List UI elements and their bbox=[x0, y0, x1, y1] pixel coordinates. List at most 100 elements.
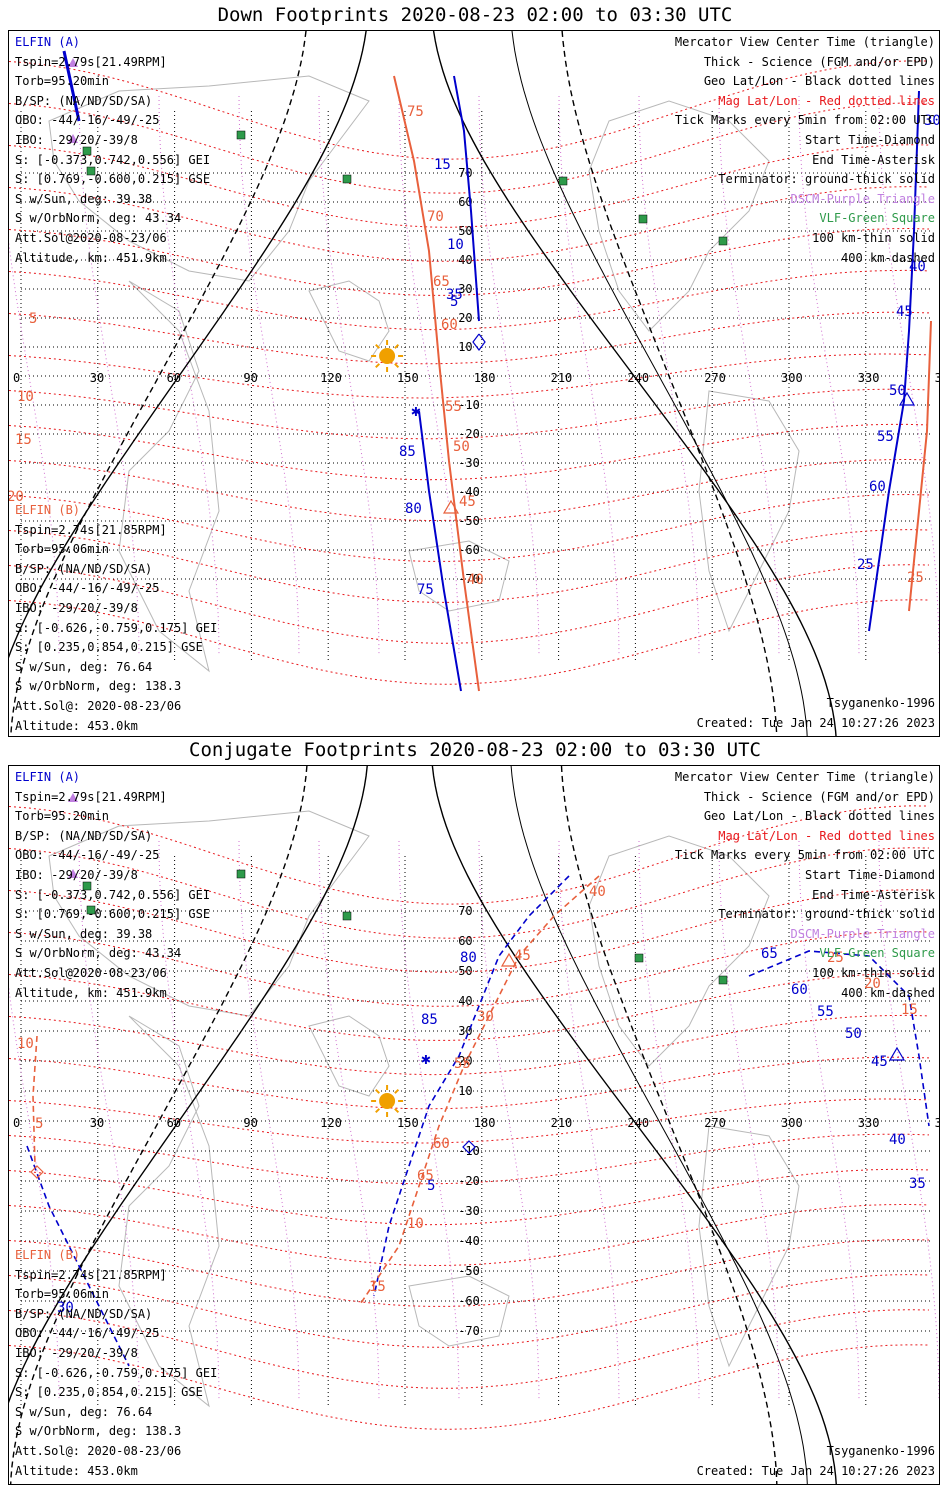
elfin-a-line: S: [-0.373,0.742,0.556] GEI bbox=[15, 887, 211, 902]
coastline bbox=[408, 540, 510, 612]
mag-parallel bbox=[9, 458, 930, 522]
footer-right: Tsyganenko-1996 Created: Tue Jan 24 10:2… bbox=[697, 1442, 935, 1481]
elfin-b-tick-label: 45 bbox=[459, 494, 476, 510]
lat-label: -30 bbox=[458, 456, 480, 470]
terminator-thin bbox=[511, 31, 808, 736]
legend-item: Thick - Science (FGM and/or EPD) bbox=[703, 789, 935, 804]
elfin-a-track bbox=[453, 75, 480, 322]
center-triangle bbox=[500, 952, 518, 967]
lat-label: -50 bbox=[458, 514, 480, 528]
elfin-a-tick-label: 15 bbox=[369, 1279, 386, 1295]
elfin-a-tick-label: 20 bbox=[864, 976, 881, 992]
vlf-square bbox=[342, 174, 352, 184]
legend-item: Terminator: ground-thick solid bbox=[718, 172, 935, 187]
lon-label: 360 bbox=[935, 371, 940, 385]
mag-parallel bbox=[9, 353, 930, 399]
coastline bbox=[118, 280, 220, 673]
dscm-triangle bbox=[68, 134, 78, 143]
elfin-a-tick-label: 55 bbox=[454, 1056, 471, 1072]
end-asterisk: ✱ bbox=[421, 1049, 431, 1068]
elfin-a-tick-label: 50 bbox=[889, 383, 906, 399]
lon-label: 60 bbox=[167, 1116, 181, 1130]
model-label: Tsyganenko-1996 bbox=[826, 1444, 935, 1458]
panel-title-down: Down Footprints 2020-08-23 02:00 to 03:3… bbox=[217, 4, 733, 26]
elfin-a-tick-label: 80 bbox=[460, 950, 477, 966]
elfin-b-line: S: [-0.626,-0.759,0.175] GEI bbox=[15, 1365, 218, 1380]
lat-label: -60 bbox=[458, 1294, 480, 1308]
mag-parallel bbox=[9, 1014, 930, 1076]
elfin-a-tick-label: 45 bbox=[896, 304, 913, 320]
map-canvas: 0 30 60 90 120 150 180 210 240 270 300 330 360 70 60 50… bbox=[9, 766, 939, 1484]
elfin-b-track bbox=[393, 75, 480, 692]
elfin-a-tick-label: 60 bbox=[433, 1136, 450, 1152]
elfin-a-tick-label: 35 bbox=[446, 287, 463, 303]
legend-item: Start Time-Diamond bbox=[804, 132, 935, 147]
legend-item: DSCM-Purple Triangle bbox=[790, 926, 936, 941]
coastline bbox=[118, 1015, 220, 1408]
elfin-a-line: Att.Sol@2020-08-23/06 bbox=[15, 965, 167, 980]
elfin-b-line: S w/Sun, deg: 76.64 bbox=[15, 659, 153, 674]
elfin-a-line: S: [0.769,-0.600,0.215] GSE bbox=[15, 907, 211, 922]
elfin-b-line: Tspin=2.74s[21.85RPM] bbox=[15, 1267, 167, 1282]
vlf-square bbox=[82, 146, 92, 156]
vlf-square bbox=[634, 953, 644, 963]
elfin-a-line: S w/Sun, deg: 39.38 bbox=[15, 926, 153, 941]
sun-ray bbox=[375, 1108, 381, 1114]
elfin-b-tick-label: 75 bbox=[417, 582, 434, 598]
vlf-square bbox=[86, 905, 96, 915]
elfin-a-line: Att.Sol@2020-08-23/06 bbox=[15, 230, 167, 245]
start-diamond bbox=[30, 1165, 44, 1179]
vlf-square bbox=[638, 214, 648, 224]
elfin-a-label: ELFIN (A) bbox=[15, 35, 81, 49]
elfin-a-tick-label: 45 bbox=[871, 1054, 888, 1070]
mag-parallel bbox=[9, 1309, 930, 1389]
elfin-b-line: B/SP: (NA/ND/SD/SA) bbox=[15, 561, 153, 576]
lat-label: 50 bbox=[458, 224, 472, 238]
map-canvas: 0 30 60 90 120 150 180 210 240 270 300 330 360 70 60 50… bbox=[9, 31, 940, 736]
elfin-b-line: S w/OrbNorm, deg: 138.3 bbox=[15, 679, 182, 694]
lon-label: 90 bbox=[243, 1116, 257, 1130]
elfin-b-tick-label: 85 bbox=[399, 444, 416, 460]
lat-label: 20 bbox=[458, 311, 472, 325]
legend-item: End Time-Asterisk bbox=[812, 152, 935, 167]
elfin-b-tick-label: 25 bbox=[907, 570, 924, 586]
elfin-b-info: ELFIN (B) Tspin=2.74s[21.85RPM] Torb=95.… bbox=[15, 501, 217, 736]
legend-item: 100 km-thin solid bbox=[812, 230, 935, 245]
lon-label: 30 bbox=[90, 1116, 104, 1130]
elfin-a-line: IBO: -29/20/-39/8 bbox=[15, 132, 138, 147]
created-label: Created: Tue Jan 24 10:27:26 2023 bbox=[696, 1463, 935, 1478]
legend-item: Tick Marks every 5min from 02:00 UTC bbox=[674, 113, 935, 128]
lat-label: -10 bbox=[458, 1144, 480, 1158]
end-asterisk: ✱ bbox=[411, 401, 421, 420]
lat-label: 40 bbox=[458, 994, 472, 1008]
legend-item: End Time-Asterisk bbox=[812, 887, 935, 902]
legend-item: DSCM-Purple Triangle bbox=[790, 191, 936, 206]
center-triangle bbox=[888, 1046, 906, 1061]
start-diamond bbox=[472, 333, 486, 351]
lat-label: -50 bbox=[458, 1264, 480, 1278]
elfin-b-track bbox=[32, 1035, 38, 1167]
dscm-triangle bbox=[68, 58, 78, 67]
elfin-a-track bbox=[26, 1145, 130, 1367]
model-label: Tsyganenko-1996 bbox=[826, 696, 935, 710]
terminator-dashed bbox=[10, 31, 307, 736]
vlf-square bbox=[82, 881, 92, 891]
elfin-a-line: B/SP: (NA/ND/SD/SA) bbox=[15, 828, 153, 843]
elfin-b-label: ELFIN (B) bbox=[15, 503, 81, 517]
elfin-b-tick-label: 5 bbox=[29, 311, 37, 327]
elfin-a-line: S: [-0.373,0.742,0.556] GEI bbox=[15, 152, 211, 167]
mag-parallel bbox=[9, 931, 930, 1007]
terminator-dashed bbox=[560, 766, 778, 1484]
elfin-a-line: Altitude, km: 451.9km bbox=[15, 250, 167, 265]
lon-label: 60 bbox=[167, 371, 181, 385]
elfin-a-track bbox=[373, 875, 570, 1297]
lon-label: 90 bbox=[243, 371, 257, 385]
elfin-a-line: OBO: -44/-16/-49/-25 bbox=[15, 848, 160, 863]
elfin-a-tick-label: 5 bbox=[427, 1178, 435, 1194]
lat-label: 70 bbox=[458, 166, 472, 180]
terminator-thick bbox=[9, 31, 367, 659]
elfin-a-track bbox=[62, 50, 81, 122]
mag-parallel bbox=[9, 599, 930, 685]
legend-item: Terminator: ground-thick solid bbox=[718, 907, 935, 922]
elfin-a-tick-label: 10 bbox=[17, 1036, 34, 1052]
